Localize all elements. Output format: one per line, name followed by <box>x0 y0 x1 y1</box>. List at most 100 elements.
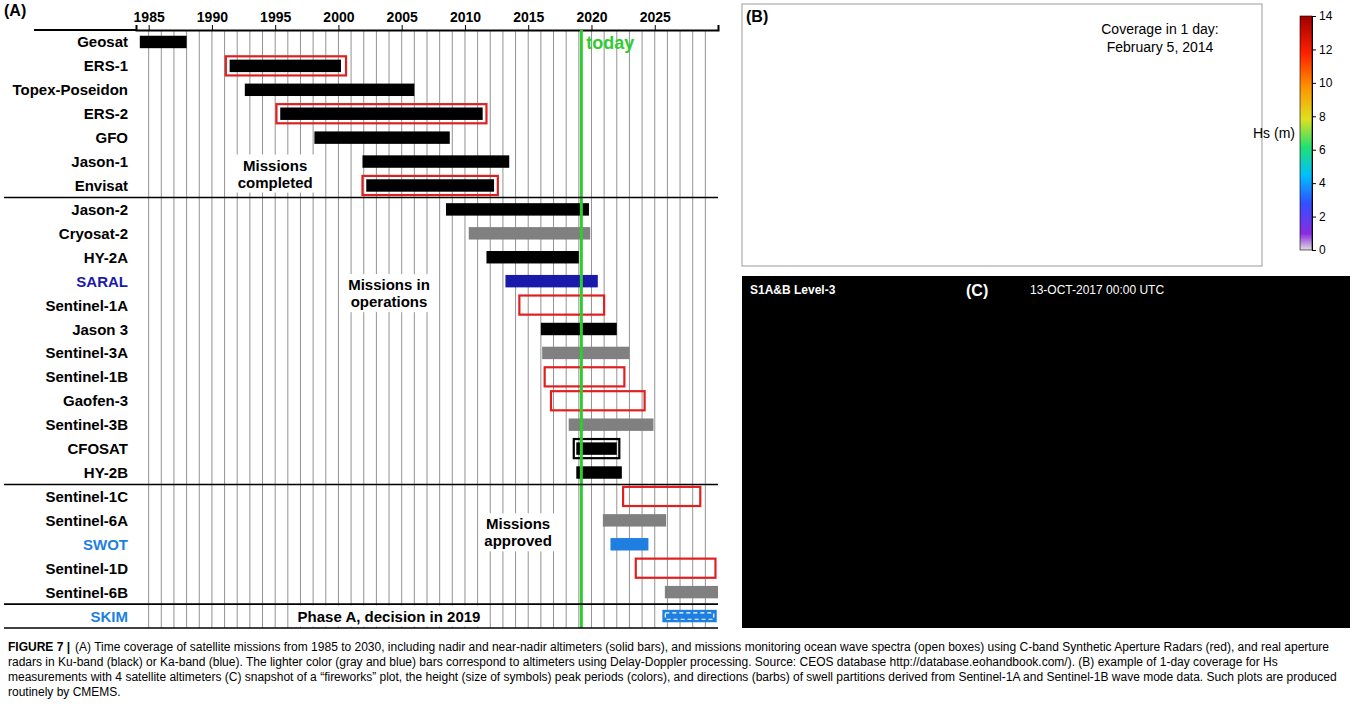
x-tick-label: 1990 <box>197 9 228 25</box>
row-label: GFO <box>96 129 129 146</box>
bar <box>230 60 341 72</box>
bar <box>486 251 578 263</box>
x-tick-mark <box>655 25 656 30</box>
bar <box>610 538 648 550</box>
section-label-bg <box>343 274 435 312</box>
section-label-group: Missions inoperations <box>343 274 435 312</box>
colorbar-tick-label: 12 <box>1319 43 1333 57</box>
section-label-group: Phase A, decision in 2019 <box>293 606 486 627</box>
row-label: Jason-2 <box>71 201 128 218</box>
map-frame <box>742 4 1262 266</box>
x-tick-mark <box>465 25 466 30</box>
colorbar-tick-mark <box>1312 49 1316 50</box>
x-tick-label: 2015 <box>513 9 544 25</box>
figure-svg: (A)GeosatERS-1Topex-PoseidonERS-2GFOJaso… <box>0 0 1355 636</box>
open-box <box>276 104 486 123</box>
x-tick-label: 2005 <box>387 9 418 25</box>
top-rule <box>34 29 136 31</box>
caption-text: (A) Time coverage of satellite missions … <box>8 640 1337 699</box>
colorbar-axis: 02468101214 <box>1312 9 1333 257</box>
open-box <box>623 487 700 506</box>
row-label: SKIM <box>91 608 129 625</box>
row-label: Sentinel-1B <box>45 368 128 385</box>
section-label: Missionsapproved <box>484 515 552 549</box>
image-timestamp: 13-OCT-2017 00:00 UTC <box>1030 283 1164 297</box>
colorbar-tick-label: 6 <box>1319 143 1326 157</box>
x-tick-label: 2000 <box>323 9 354 25</box>
row-label: SARAL <box>76 273 128 290</box>
grid-line <box>249 30 250 628</box>
open-box <box>636 559 716 578</box>
x-tick-label: 2010 <box>450 9 481 25</box>
x-tick-mark <box>149 25 150 30</box>
colorbar-tick-mark <box>1312 150 1316 151</box>
grid-line <box>237 30 238 628</box>
row-label: Sentinel-3B <box>45 416 128 433</box>
colorbar-tick-mark <box>1312 116 1316 117</box>
grid-line <box>211 30 212 628</box>
grid <box>149 30 706 628</box>
bar <box>662 610 716 622</box>
reference-label: today <box>586 33 634 53</box>
row-label: ERS-1 <box>84 57 128 74</box>
open-box <box>545 367 625 386</box>
bar <box>603 514 666 526</box>
grid-line <box>654 30 655 628</box>
row-label: HY-2B <box>84 464 128 481</box>
colorbar-tick: 6 <box>1312 143 1326 157</box>
image-frame <box>742 276 1350 628</box>
bar <box>505 275 597 287</box>
x-tick: 2010 <box>450 9 481 30</box>
open-box <box>226 56 346 75</box>
grid-line <box>692 30 693 628</box>
section-label: Missions inoperations <box>348 276 430 310</box>
x-tick: 2000 <box>323 9 354 30</box>
colorbar-tick-mark <box>1312 250 1316 251</box>
x-tick-mark <box>275 25 276 30</box>
bar <box>541 323 617 335</box>
x-tick: 1995 <box>260 9 291 30</box>
colorbar-axis-line <box>1313 17 1317 251</box>
row-label: Gaofen-3 <box>63 392 128 409</box>
open-box <box>551 391 645 410</box>
bar <box>245 84 415 96</box>
row-label: Topex-Poseidon <box>12 81 128 98</box>
panel-label: (B) <box>746 8 768 25</box>
colorbar-tick: 0 <box>1312 243 1326 257</box>
dash-outline <box>665 613 713 619</box>
image-header: S1A&B Level-3 <box>750 283 836 297</box>
bar <box>366 179 494 191</box>
x-tick: 2005 <box>387 9 418 30</box>
colorbar-tick: 14 <box>1312 9 1333 23</box>
grid-line <box>262 30 263 628</box>
group-divider <box>4 197 718 199</box>
x-tick-label: 1985 <box>134 9 165 25</box>
x-tick: 2025 <box>640 9 671 30</box>
colorbar-tick-label: 2 <box>1319 210 1326 224</box>
row-labels: GeosatERS-1Topex-PoseidonERS-2GFOJason-1… <box>12 33 128 624</box>
x-tick: 2020 <box>576 9 607 30</box>
colorbar-tick-label: 0 <box>1319 243 1326 257</box>
x-tick-label: 2020 <box>576 9 607 25</box>
colorbar-tick-mark <box>1312 183 1316 184</box>
group-divider <box>4 603 718 605</box>
bar <box>314 131 449 143</box>
grid-line <box>186 30 187 628</box>
x-tick-label: 2025 <box>640 9 671 25</box>
section-label-bg <box>479 513 557 551</box>
colorbar-tick-mark <box>1312 16 1316 17</box>
bar <box>542 347 629 359</box>
row-label: Jason-1 <box>71 153 128 170</box>
row-label: Sentinel-1A <box>45 297 128 314</box>
row-label: Envisat <box>75 177 128 194</box>
marks <box>140 30 718 628</box>
section-label: Phase A, decision in 2019 <box>298 608 481 625</box>
panel-label: (A) <box>4 2 26 19</box>
colorbar <box>1300 16 1312 250</box>
bar <box>140 36 187 48</box>
colorbar-tick-label: 14 <box>1319 9 1333 23</box>
row-label: Sentinel-1D <box>45 560 128 577</box>
panel-label: (C) <box>966 282 988 299</box>
x-tick-label: 1995 <box>260 9 291 25</box>
bar <box>446 203 589 215</box>
